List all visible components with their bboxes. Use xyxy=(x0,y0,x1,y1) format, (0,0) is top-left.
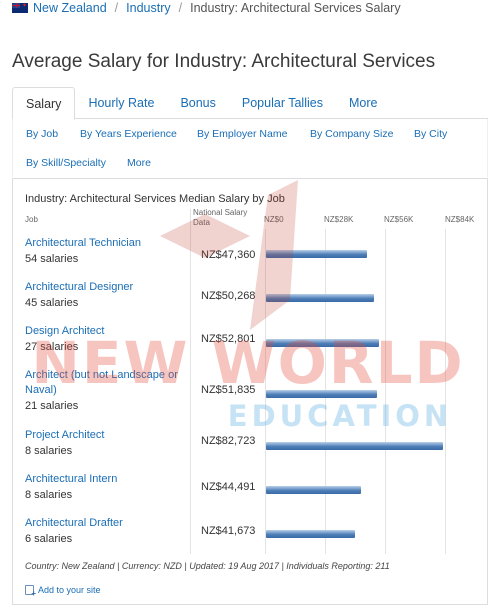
column-header-national-salary-data: National Salary Data xyxy=(193,208,248,227)
salary-bar xyxy=(266,294,374,302)
subnav-by-city[interactable]: By City xyxy=(414,128,448,140)
median-salary: NZ$44,491 xyxy=(201,481,256,493)
tab-popular-tallies[interactable]: Popular Tallies xyxy=(241,96,323,110)
median-salary: NZ$51,835 xyxy=(201,384,256,396)
subnav-more[interactable]: More xyxy=(127,157,151,169)
gridline xyxy=(385,229,386,554)
salary-bar xyxy=(266,442,444,450)
page-title: Average Salary for Industry: Architectur… xyxy=(12,51,436,72)
chart-footer-note: Country: New Zealand | Currency: NZD | U… xyxy=(25,561,390,571)
median-salary: NZ$52,801 xyxy=(201,333,256,345)
breadcrumb-country-link[interactable]: New Zealand xyxy=(33,1,107,15)
median-salary: NZ$82,723 xyxy=(201,435,256,447)
median-salary: NZ$41,673 xyxy=(201,525,256,537)
axis-tick-label: NZ$0 xyxy=(264,215,284,224)
add-to-your-site-link[interactable]: Add to your site xyxy=(25,585,101,598)
gridline xyxy=(265,229,266,554)
breadcrumb-separator: / xyxy=(178,1,183,15)
job-link-architectural-intern[interactable]: Architectural Intern xyxy=(25,473,118,485)
tab-bonus[interactable]: Bonus xyxy=(180,96,216,110)
salary-bar xyxy=(266,339,380,347)
column-divider xyxy=(190,209,191,554)
breadcrumb-industry-link[interactable]: Industry xyxy=(126,1,171,15)
salary-bar xyxy=(266,486,362,494)
salary-bar xyxy=(266,530,356,538)
median-salary: NZ$47,360 xyxy=(201,249,256,261)
job-link-architectural-designer[interactable]: Architectural Designer xyxy=(25,281,134,293)
breadcrumb: New Zealand / Industry / Industry: Archi… xyxy=(12,1,401,15)
subnav-by-employer-name[interactable]: By Employer Name xyxy=(197,128,288,140)
axis-tick-label: NZ$84K xyxy=(445,215,475,224)
gridline xyxy=(445,229,446,554)
add-widget-icon xyxy=(25,585,36,598)
subnav-by-company-size[interactable]: By Company Size xyxy=(310,128,394,140)
subnav-by-job[interactable]: By Job xyxy=(26,128,59,140)
tab-hourly-rate[interactable]: Hourly Rate xyxy=(88,96,155,110)
add-to-your-site-label: Add to your site xyxy=(38,585,101,595)
salary-count: 21 salaries xyxy=(25,400,79,412)
job-link-architect-not-landscape-or-naval[interactable]: Architect (but not Landscape or Naval) xyxy=(25,369,178,396)
subnav-by-skill-specialty[interactable]: By Skill/Specialty xyxy=(26,157,106,169)
salary-count: 54 salaries xyxy=(25,253,79,265)
median-salary: NZ$50,268 xyxy=(201,290,256,302)
breadcrumb-current: Industry: Architectural Services Salary xyxy=(190,1,401,15)
salary-count: 8 salaries xyxy=(25,489,73,501)
salary-count: 27 salaries xyxy=(25,341,79,353)
salary-bar xyxy=(266,390,378,398)
tab-more[interactable]: More xyxy=(348,96,378,110)
subnav-by-years-experience[interactable]: By Years Experience xyxy=(80,128,177,140)
job-link-design-architect[interactable]: Design Architect xyxy=(25,325,105,337)
job-link-architectural-technician[interactable]: Architectural Technician xyxy=(25,237,141,249)
tab-salary[interactable]: Salary xyxy=(12,87,76,120)
job-link-architectural-drafter[interactable]: Architectural Drafter xyxy=(25,517,123,529)
salary-chart-card: Industry: Architectural Services Median … xyxy=(12,178,488,605)
axis-tick-label: NZ$56K xyxy=(384,215,414,224)
tab-bar: Salary Hourly Rate Bonus Popular Tallies… xyxy=(12,87,488,120)
new-zealand-flag-icon xyxy=(12,2,28,13)
salary-count: 6 salaries xyxy=(25,533,73,545)
salary-bar xyxy=(266,250,368,258)
salary-count: 8 salaries xyxy=(25,445,73,457)
axis-tick-label: NZ$28K xyxy=(324,215,354,224)
breadcrumb-separator: / xyxy=(114,1,119,15)
column-header-job: Job xyxy=(25,215,38,224)
chart-title: Industry: Architectural Services Median … xyxy=(25,193,285,205)
job-link-project-architect[interactable]: Project Architect xyxy=(25,429,105,441)
salary-count: 45 salaries xyxy=(25,297,79,309)
subnav: By Job By Years Experience By Employer N… xyxy=(12,119,488,177)
